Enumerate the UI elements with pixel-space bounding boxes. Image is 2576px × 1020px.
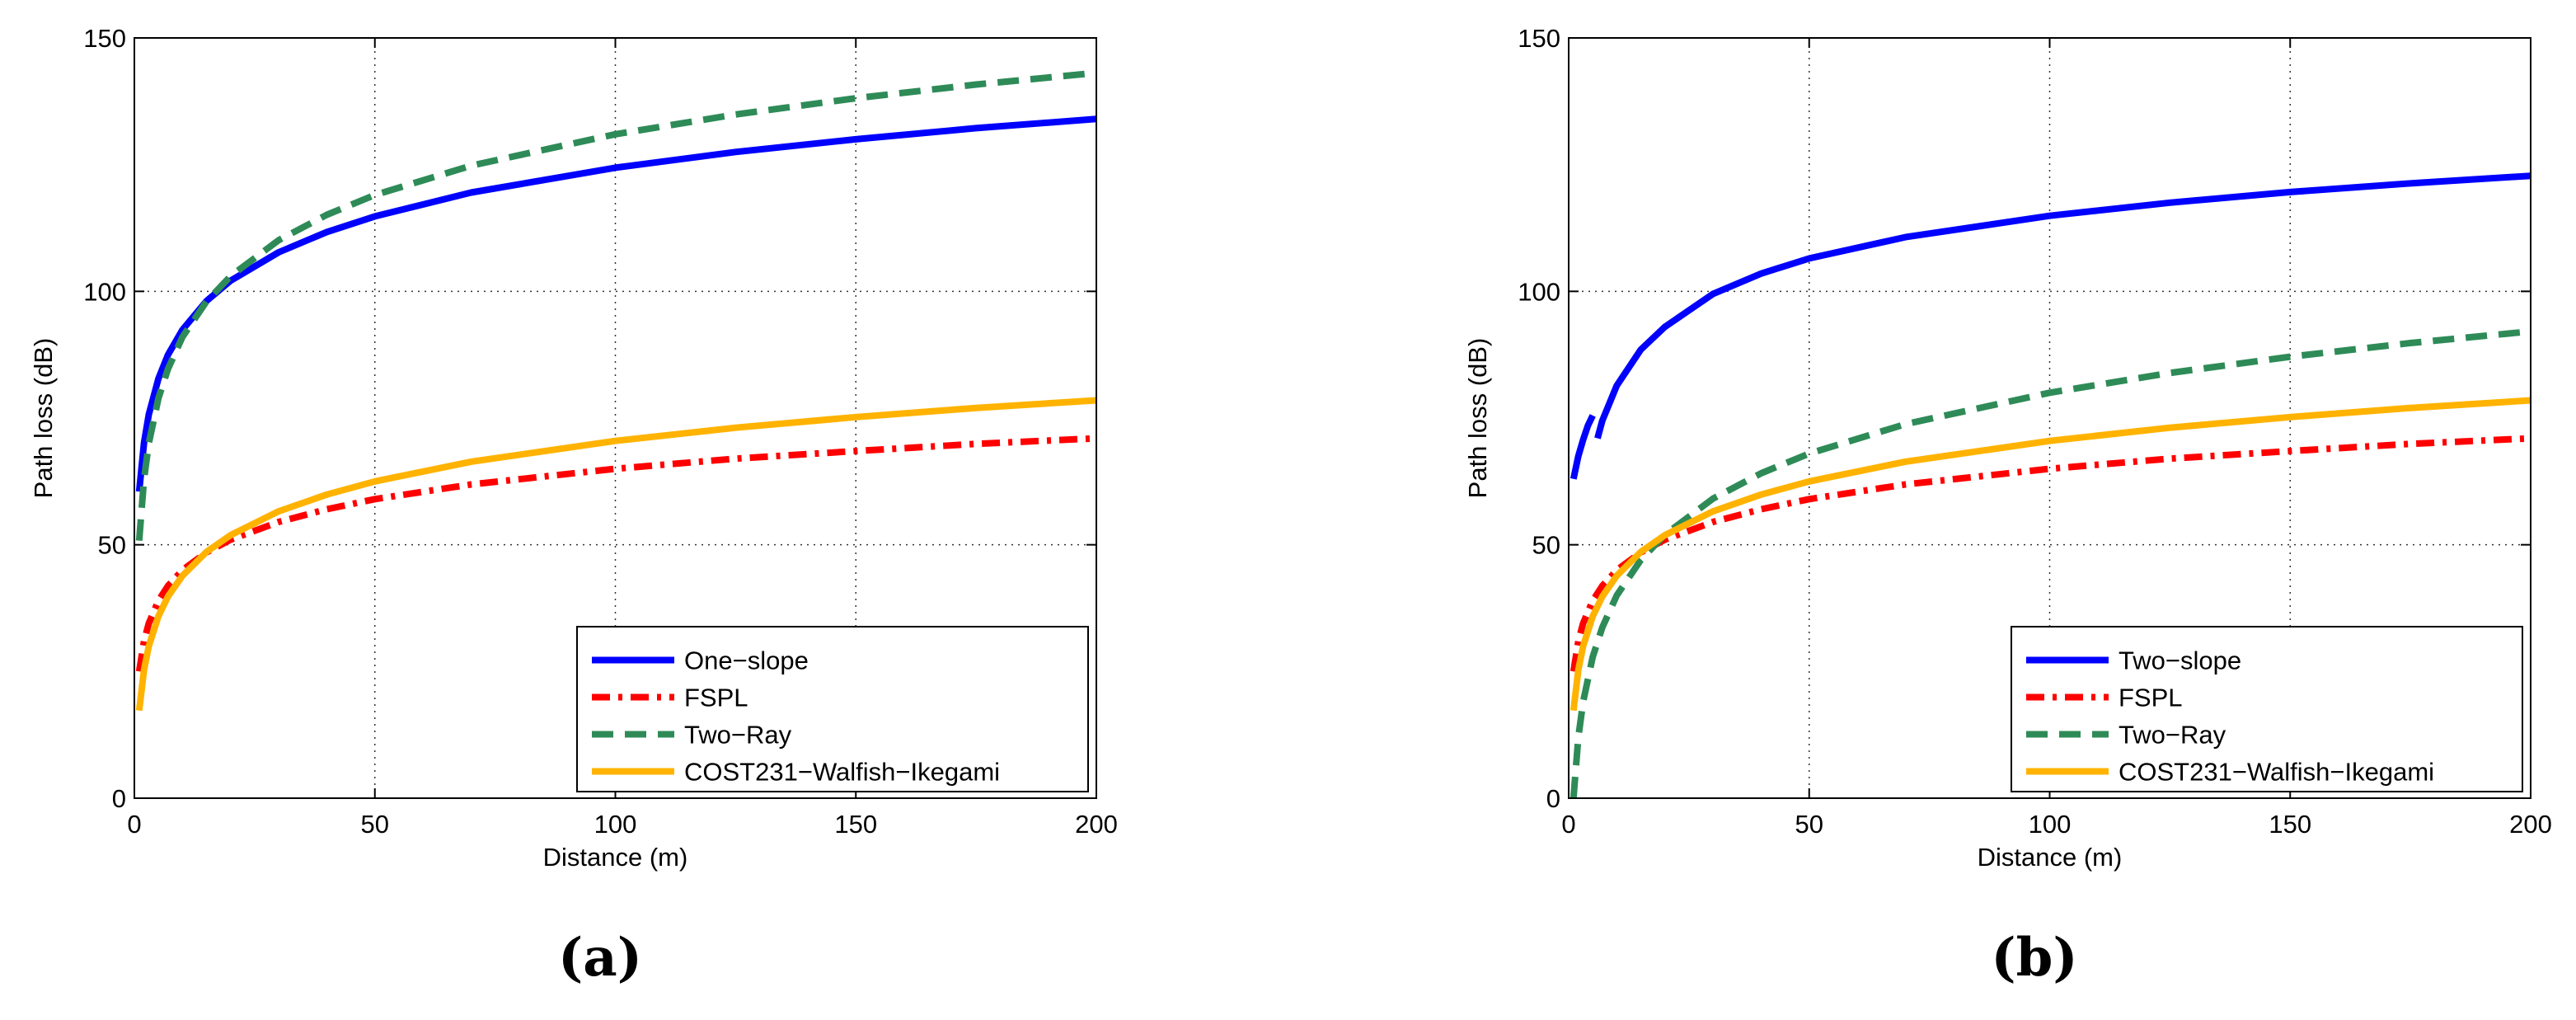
y-tick-label: 50 bbox=[98, 531, 126, 560]
legend: One−slope FSPL Two−Ray COST231−Walfish−Ikeg… bbox=[576, 626, 1089, 792]
chart-panel-a: 0 50 100 150 200 0 50 100 150 Distance (m) Path lo… bbox=[29, 24, 1118, 872]
legend-label-2: FSPL bbox=[684, 684, 748, 712]
chart-panel-b: 0 50 100 150 200 0 50 100 150 Distance (m) Path lo… bbox=[1463, 24, 2552, 872]
series-line-1 bbox=[135, 115, 1097, 492]
legend-box bbox=[2011, 626, 2523, 792]
y-tick-label: 0 bbox=[1546, 784, 1560, 813]
y-axis-label: Path loss (dB) bbox=[1463, 338, 1492, 499]
legend-label-4: COST231−Walfish−Ikegami bbox=[684, 758, 1000, 787]
x-axis-label: Distance (m) bbox=[1978, 843, 2123, 872]
x-tick-label: 0 bbox=[1561, 810, 1575, 839]
y-tick-label: 100 bbox=[1518, 277, 1560, 306]
legend: Two−slope FSPL Two−Ray COST231−Walfish−Ikeg… bbox=[2011, 626, 2523, 792]
panel-label: (a) bbox=[558, 927, 642, 989]
y-tick-label: 150 bbox=[83, 24, 126, 53]
y-tick-label: 0 bbox=[112, 784, 126, 813]
series-line-2 bbox=[1594, 172, 2531, 439]
legend-label-3: Two−Ray bbox=[684, 721, 792, 750]
series-line-2 bbox=[135, 435, 1097, 672]
legend-label-4: COST231−Walfish−Ikegami bbox=[2119, 758, 2434, 787]
legend-label-2: FSPL bbox=[2119, 684, 2183, 712]
legend-label-1: Two−slope bbox=[2119, 646, 2241, 675]
series-line-3 bbox=[135, 69, 1097, 542]
panel-label: (b) bbox=[1991, 927, 2077, 989]
x-tick-label: 0 bbox=[127, 810, 141, 839]
series-line-4 bbox=[1570, 327, 2531, 799]
legend-label-1: One−slope bbox=[684, 646, 809, 675]
x-tick-label: 200 bbox=[1075, 810, 1118, 839]
legend-box bbox=[576, 626, 1089, 792]
x-tick-label: 100 bbox=[2029, 810, 2072, 839]
series-line-3 bbox=[1570, 435, 2531, 672]
x-tick-label: 150 bbox=[2269, 810, 2311, 839]
x-tick-label: 200 bbox=[2509, 810, 2552, 839]
series-line-4 bbox=[135, 397, 1097, 712]
series-line-1 bbox=[1570, 414, 1596, 480]
y-tick-label: 150 bbox=[1518, 24, 1560, 53]
x-tick-label: 50 bbox=[361, 810, 389, 839]
x-tick-label: 150 bbox=[834, 810, 877, 839]
legend-label-3: Two−Ray bbox=[2119, 721, 2226, 750]
x-tick-label: 50 bbox=[1795, 810, 1823, 839]
series-line-5 bbox=[1570, 397, 2531, 712]
y-tick-label: 50 bbox=[1532, 531, 1560, 560]
y-axis-label: Path loss (dB) bbox=[29, 338, 58, 499]
y-tick-label: 100 bbox=[83, 277, 126, 306]
x-axis-label: Distance (m) bbox=[543, 843, 688, 872]
x-tick-label: 100 bbox=[594, 810, 637, 839]
